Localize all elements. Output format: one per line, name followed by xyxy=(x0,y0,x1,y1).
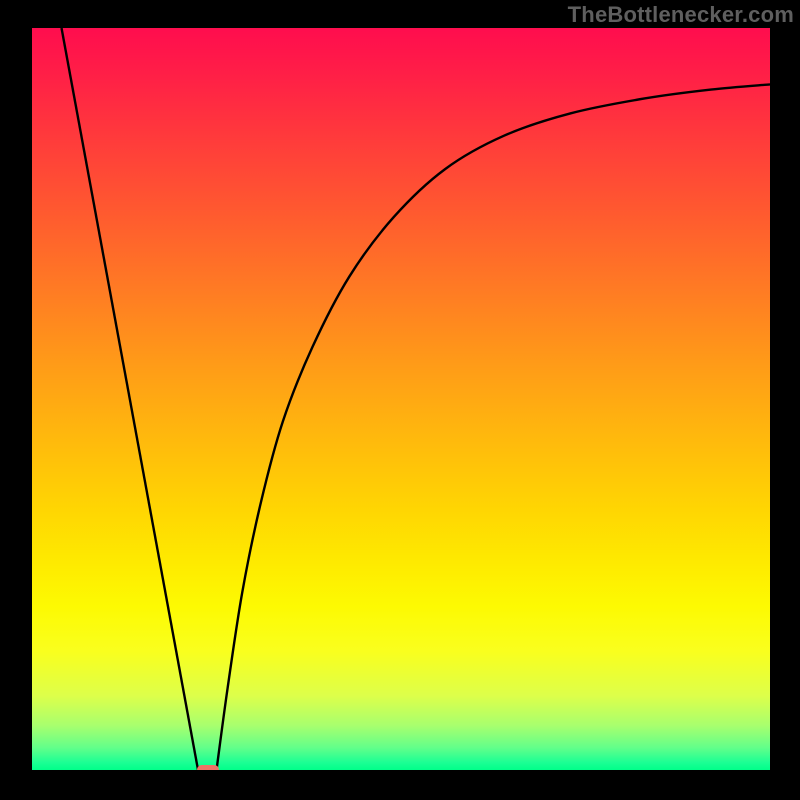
chart-container: TheBottlenecker.com xyxy=(0,0,800,800)
plot-area xyxy=(32,28,770,770)
bottleneck-marker xyxy=(197,765,219,770)
bottleneck-curve xyxy=(32,28,770,770)
curve-right-branch xyxy=(217,84,771,770)
watermark-text: TheBottlenecker.com xyxy=(568,2,794,28)
curve-left-branch xyxy=(62,28,199,770)
